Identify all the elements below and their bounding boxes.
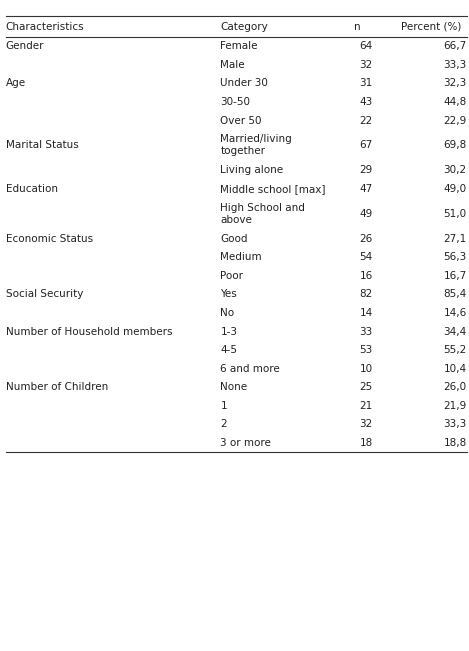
Text: 1-3: 1-3 xyxy=(220,327,237,337)
Text: 18: 18 xyxy=(360,438,373,448)
Text: Good: Good xyxy=(220,234,248,243)
Text: 33,3: 33,3 xyxy=(443,419,467,429)
Text: No: No xyxy=(220,308,234,318)
Text: 30-50: 30-50 xyxy=(220,97,250,107)
Text: High School and
above: High School and above xyxy=(220,203,305,225)
Text: 55,2: 55,2 xyxy=(443,345,467,355)
Text: 32: 32 xyxy=(360,60,373,70)
Text: Age: Age xyxy=(6,79,26,89)
Text: Percent (%): Percent (%) xyxy=(401,21,461,32)
Text: 4-5: 4-5 xyxy=(220,345,237,355)
Text: Married/living
together: Married/living together xyxy=(220,135,292,156)
Text: 26,0: 26,0 xyxy=(444,382,467,392)
Text: Number of Household members: Number of Household members xyxy=(6,327,172,337)
Text: 49,0: 49,0 xyxy=(444,184,467,194)
Text: 3 or more: 3 or more xyxy=(220,438,271,448)
Text: Gender: Gender xyxy=(6,42,44,51)
Text: 1: 1 xyxy=(220,401,227,411)
Text: 2: 2 xyxy=(220,419,227,429)
Text: 49: 49 xyxy=(360,209,373,219)
Text: n: n xyxy=(354,21,361,32)
Text: 69,8: 69,8 xyxy=(443,141,467,150)
Text: 14,6: 14,6 xyxy=(443,308,467,318)
Text: Characteristics: Characteristics xyxy=(6,21,84,32)
Text: 56,3: 56,3 xyxy=(443,253,467,262)
Text: Under 30: Under 30 xyxy=(220,79,268,89)
Text: 31: 31 xyxy=(360,79,373,89)
Text: 66,7: 66,7 xyxy=(443,42,467,51)
Text: 30,2: 30,2 xyxy=(444,165,467,175)
Text: Yes: Yes xyxy=(220,290,237,299)
Text: None: None xyxy=(220,382,248,392)
Text: 10: 10 xyxy=(360,364,373,374)
Text: 14: 14 xyxy=(360,308,373,318)
Text: 44,8: 44,8 xyxy=(443,97,467,107)
Text: 64: 64 xyxy=(360,42,373,51)
Text: 51,0: 51,0 xyxy=(444,209,467,219)
Text: Female: Female xyxy=(220,42,258,51)
Text: 53: 53 xyxy=(360,345,373,355)
Text: Male: Male xyxy=(220,60,245,70)
Text: 22,9: 22,9 xyxy=(443,116,467,126)
Text: Social Security: Social Security xyxy=(6,290,83,299)
Text: 33: 33 xyxy=(360,327,373,337)
Text: Category: Category xyxy=(220,21,268,32)
Text: 47: 47 xyxy=(360,184,373,194)
Text: 18,8: 18,8 xyxy=(443,438,467,448)
Text: 21,9: 21,9 xyxy=(443,401,467,411)
Text: 25: 25 xyxy=(360,382,373,392)
Text: 43: 43 xyxy=(360,97,373,107)
Text: 16,7: 16,7 xyxy=(443,271,467,281)
Text: Marital Status: Marital Status xyxy=(6,141,78,150)
Text: Middle school [max]: Middle school [max] xyxy=(220,184,326,194)
Text: 32,3: 32,3 xyxy=(443,79,467,89)
Text: Living alone: Living alone xyxy=(220,165,284,175)
Text: Medium: Medium xyxy=(220,253,262,262)
Text: 67: 67 xyxy=(360,141,373,150)
Text: 6 and more: 6 and more xyxy=(220,364,280,374)
Text: 34,4: 34,4 xyxy=(443,327,467,337)
Text: 82: 82 xyxy=(360,290,373,299)
Text: 16: 16 xyxy=(360,271,373,281)
Text: 21: 21 xyxy=(360,401,373,411)
Text: 85,4: 85,4 xyxy=(443,290,467,299)
Text: 29: 29 xyxy=(360,165,373,175)
Text: Number of Children: Number of Children xyxy=(6,382,108,392)
Text: Poor: Poor xyxy=(220,271,243,281)
Text: 54: 54 xyxy=(360,253,373,262)
Text: 33,3: 33,3 xyxy=(443,60,467,70)
Text: Economic Status: Economic Status xyxy=(6,234,93,243)
Text: Education: Education xyxy=(6,184,58,194)
Text: Over 50: Over 50 xyxy=(220,116,262,126)
Text: 26: 26 xyxy=(360,234,373,243)
Text: 10,4: 10,4 xyxy=(444,364,467,374)
Text: 27,1: 27,1 xyxy=(443,234,467,243)
Text: 32: 32 xyxy=(360,419,373,429)
Text: 22: 22 xyxy=(360,116,373,126)
